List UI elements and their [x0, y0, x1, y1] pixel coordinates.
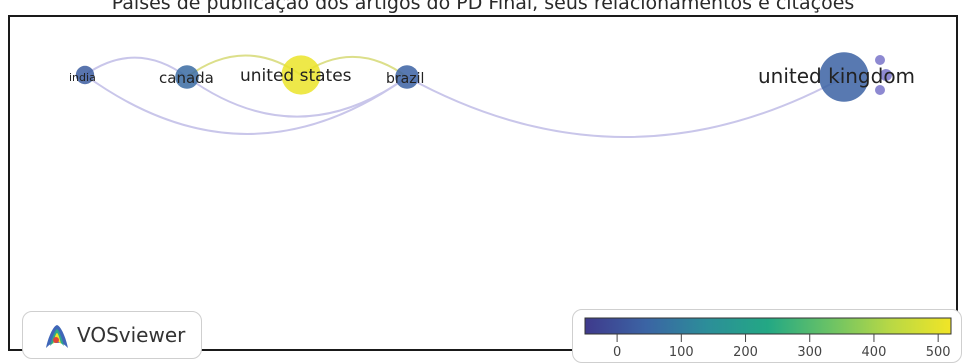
link-canada-brazil: [186, 76, 408, 118]
node-india[interactable]: [75, 65, 95, 85]
network-map[interactable]: india canada united states brazil united kin…: [10, 17, 956, 349]
node-brazil[interactable]: [395, 65, 419, 89]
color-scale: 0 100 200 300 400 500: [584, 317, 952, 360]
colorbar-tick-label: 0: [613, 345, 621, 360]
vosviewer-badge: VOSviewer: [22, 311, 202, 359]
colorbar-tick-label: 400: [862, 345, 887, 360]
color-legend: 0 100 200 300 400 500: [572, 309, 962, 363]
vosviewer-label: VOSviewer: [77, 323, 186, 347]
links-layer: [84, 54, 845, 138]
colorbar-tick-label: 200: [733, 345, 758, 360]
colorbar-tick-label: 100: [669, 345, 694, 360]
figure-caption: Países de publicação dos artigos do PD F…: [111, 0, 855, 14]
node-united-states[interactable]: [281, 55, 321, 95]
node-label-india: india: [69, 71, 96, 84]
nodes-layer: [75, 52, 892, 102]
color-gradient-bar: [584, 317, 952, 335]
labels-layer: india canada united states brazil united kin…: [69, 64, 915, 88]
node-canada[interactable]: [175, 65, 199, 89]
node-label-united-kingdom: united kingdom: [758, 64, 915, 88]
node-label-united-states: united states: [240, 66, 352, 86]
satellite-node[interactable]: [875, 55, 885, 65]
link-india-brazil: [84, 74, 408, 135]
link-india-canada: [84, 56, 188, 78]
node-label-brazil: brazil: [386, 71, 424, 87]
node-label-canada: canada: [159, 69, 214, 87]
node-united-kingdom[interactable]: [819, 52, 869, 102]
satellite-node[interactable]: [880, 69, 892, 81]
link-brazil-united-kingdom: [406, 76, 845, 138]
vosviewer-logo-icon: [46, 325, 68, 348]
colorbar-tick-label: 500: [926, 345, 951, 360]
network-frame: india canada united states brazil united kin…: [8, 15, 962, 363]
satellite-node[interactable]: [875, 85, 885, 95]
colorbar-tick-label: 300: [797, 345, 822, 360]
